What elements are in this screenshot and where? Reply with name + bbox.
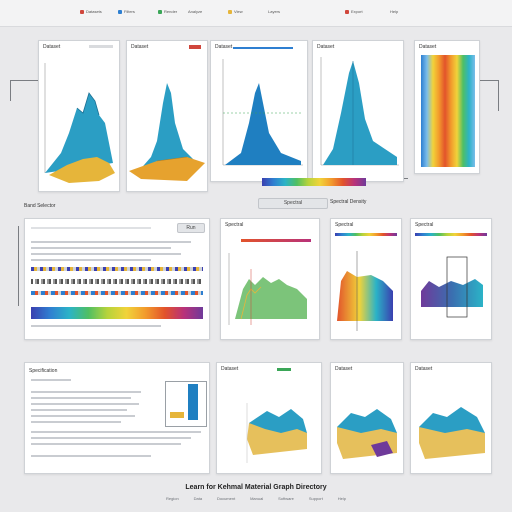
top-panel-4[interactable]: Dataset [312,40,404,182]
spectrum-strip [262,178,366,186]
panel-title: Dataset [335,366,353,372]
middle-panel-1[interactable]: Run [24,218,210,340]
text-row [31,397,131,399]
slab-3d-plot-1 [246,403,307,463]
middle-panel-4[interactable]: Spectral [410,218,492,340]
bottom-panel-4[interactable]: Dataset [410,362,492,474]
panel-controls [89,45,113,48]
text-row [31,443,181,445]
panel-flag [189,45,201,49]
panel-header-bar [415,233,487,236]
panel-title: Dataset [43,44,61,50]
top-toolbar: Datasets Filters Render Analyze View Lay… [0,0,512,27]
slab-3d-plot-3 [419,407,485,459]
toolbar-item-analyze[interactable]: Analyze [188,9,203,14]
panel-title: Spectral [335,222,354,228]
toolbar-item-layers[interactable]: Layers [268,9,281,14]
band-strip-4 [31,307,203,319]
text-row [31,437,191,439]
footer-link[interactable]: Data [193,496,203,501]
connector-line [10,80,39,101]
footer-link[interactable]: Region [166,496,179,501]
toolbar-item-export[interactable]: Export [345,9,363,14]
right-caption: Spectral Density [330,199,367,205]
top-panel-3[interactable]: Dataset [210,40,308,182]
panel-title: Dataset [317,44,335,50]
footer-link[interactable]: Software [278,496,294,501]
section-label: Band Selector [24,203,56,209]
run-button[interactable]: Run [177,223,205,233]
text-row [31,259,151,261]
panel-title: Specification [29,368,58,374]
top-panel-5[interactable]: Dataset [414,40,480,174]
toolbar-item-view[interactable]: View [228,9,243,14]
panel-header-row [31,227,151,229]
mini-diagram [165,381,207,427]
band-strip-3 [31,291,203,295]
text-row [31,247,171,249]
panel-header-bar [335,233,397,236]
surface-plot-2 [129,83,205,181]
yellow-dot-icon [228,9,232,14]
status-badge [277,368,291,371]
toolbar-item-help[interactable]: Help [390,9,399,14]
panel-title: Spectral [225,222,244,228]
toolbar-item-datasets[interactable]: Datasets [80,9,102,14]
band-strip-1 [31,267,203,271]
spectrum-plot-4 [320,57,399,166]
spectral-lines-plot [228,253,307,325]
red-dot-icon [345,9,349,14]
band-strip-2 [31,279,203,284]
toolbar-item-filters[interactable]: Filters [118,9,135,14]
panel-title: Dataset [215,44,233,50]
text-row [31,455,151,457]
text-row [31,391,141,393]
spectrum-plot-3 [222,59,303,166]
footer-link[interactable]: Support [308,496,323,501]
middle-panel-2[interactable]: Spectral [220,218,320,340]
panel-header-bar [233,47,293,49]
panel-title: Dataset [415,366,433,372]
footer-links: Region Data Document Manual Software Sup… [166,496,346,501]
spectral-waterfall [421,55,475,167]
text-row [31,409,127,411]
panel-title: Dataset [131,44,149,50]
diagram-block [170,412,184,418]
red-dot-icon [80,9,84,14]
text-row [31,403,139,405]
blue-dot-icon [118,9,122,14]
text-row [31,421,121,423]
top-panel-1[interactable]: Dataset [38,40,120,192]
left-caption-button[interactable]: Spectral [258,198,328,209]
middle-panel-3[interactable]: Spectral [330,218,402,340]
panel-header-bar [241,239,311,242]
top-panel-2[interactable]: Dataset [126,40,208,192]
connector-line [478,80,499,111]
text-row [31,379,71,381]
panel-title: Dataset [419,44,437,50]
spectral-area-plot [337,251,393,331]
diagram-bar [188,384,198,420]
bottom-panel-2[interactable]: Dataset [216,362,322,474]
surface-plot-1 [44,63,115,183]
bottom-panel-1[interactable]: Specification [24,362,210,474]
panel-title: Dataset [221,366,239,372]
footer-link[interactable]: Manual [250,496,264,501]
text-row [31,253,181,255]
panel-title: Spectral [415,222,434,228]
text-row [31,415,135,417]
footer-link[interactable]: Document [216,496,236,501]
text-row [31,431,201,433]
bottom-panel-3[interactable]: Dataset [330,362,404,474]
connector-line [18,226,27,306]
green-dot-icon [158,9,162,14]
footer-link[interactable]: Help [337,496,346,501]
text-row [31,325,161,327]
footer-title: Learn for Kehmal Material Graph Director… [185,484,327,491]
slab-3d-plot-2 [337,409,397,459]
toolbar-item-render[interactable]: Render [158,9,177,14]
spectral-curve-plot [421,256,483,318]
text-row [31,241,191,243]
